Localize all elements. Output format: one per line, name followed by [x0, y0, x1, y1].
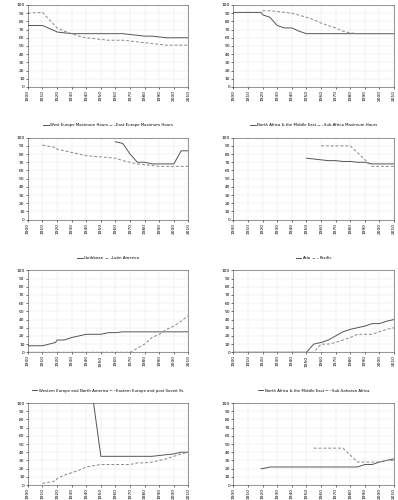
Legend: Asia, Pacific: Asia, Pacific	[296, 256, 332, 260]
Legend: West Europe Maximum Hours, East Europe Maximum Hours: West Europe Maximum Hours, East Europe M…	[43, 124, 174, 128]
Legend: North Africa & the Middle East, Sub-Africa Maximum Hours: North Africa & the Middle East, Sub-Afri…	[250, 124, 378, 128]
Legend: Western Europe and North America, Eastern Europe and post Soviet St.: Western Europe and North America, Easter…	[31, 388, 185, 392]
Legend: Caribbean, Latin America: Caribbean, Latin America	[77, 256, 139, 260]
Legend: North Africa & the Middle East, Sub-Saharan Africa: North Africa & the Middle East, Sub-Saha…	[258, 388, 370, 392]
